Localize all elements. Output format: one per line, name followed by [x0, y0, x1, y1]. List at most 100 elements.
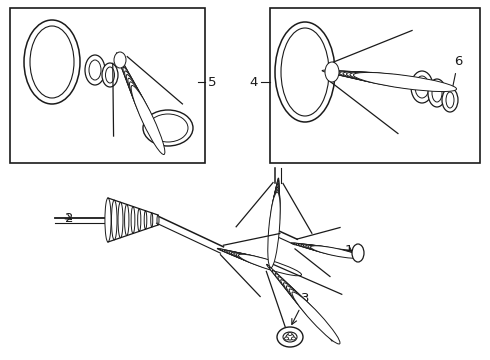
Ellipse shape	[292, 337, 295, 340]
Text: 1: 1	[345, 243, 353, 256]
Ellipse shape	[298, 244, 323, 250]
Ellipse shape	[229, 252, 269, 265]
Ellipse shape	[415, 76, 429, 98]
Ellipse shape	[269, 190, 280, 259]
Ellipse shape	[105, 198, 111, 242]
Text: 5: 5	[208, 76, 217, 89]
Ellipse shape	[128, 78, 156, 135]
Ellipse shape	[329, 71, 368, 78]
Ellipse shape	[286, 334, 294, 340]
Ellipse shape	[236, 253, 293, 273]
Bar	[10, 8, 205, 163]
Ellipse shape	[306, 245, 345, 255]
Ellipse shape	[428, 79, 446, 107]
Ellipse shape	[288, 333, 292, 336]
Ellipse shape	[303, 245, 338, 253]
Ellipse shape	[283, 332, 297, 342]
Ellipse shape	[234, 253, 285, 270]
Ellipse shape	[343, 72, 418, 86]
Ellipse shape	[277, 327, 303, 347]
Ellipse shape	[124, 71, 147, 116]
Ellipse shape	[442, 88, 458, 112]
Ellipse shape	[308, 246, 352, 257]
Ellipse shape	[292, 292, 340, 344]
Ellipse shape	[274, 183, 279, 215]
Ellipse shape	[267, 264, 273, 272]
Ellipse shape	[227, 251, 260, 262]
Ellipse shape	[89, 60, 101, 80]
Ellipse shape	[285, 337, 289, 340]
Ellipse shape	[231, 252, 277, 268]
Ellipse shape	[271, 188, 280, 241]
Ellipse shape	[340, 71, 406, 84]
Ellipse shape	[275, 274, 295, 296]
Ellipse shape	[157, 215, 159, 225]
Ellipse shape	[272, 186, 280, 232]
Ellipse shape	[220, 249, 235, 254]
Ellipse shape	[286, 286, 325, 328]
Ellipse shape	[432, 84, 442, 102]
Ellipse shape	[239, 254, 301, 276]
Ellipse shape	[278, 276, 303, 304]
Ellipse shape	[129, 82, 160, 145]
Ellipse shape	[333, 71, 380, 80]
Ellipse shape	[284, 283, 318, 320]
Ellipse shape	[273, 184, 279, 224]
Ellipse shape	[277, 178, 279, 188]
Ellipse shape	[114, 52, 126, 68]
Ellipse shape	[325, 71, 355, 76]
Bar	[270, 8, 480, 163]
Ellipse shape	[276, 180, 279, 197]
Ellipse shape	[123, 67, 142, 106]
Text: 4: 4	[249, 76, 258, 89]
Text: 2: 2	[65, 211, 73, 225]
Ellipse shape	[117, 53, 123, 67]
Ellipse shape	[322, 70, 342, 74]
Ellipse shape	[272, 270, 288, 288]
Ellipse shape	[30, 26, 74, 98]
Ellipse shape	[120, 60, 133, 87]
Ellipse shape	[122, 64, 137, 96]
Text: 6: 6	[449, 55, 462, 96]
Ellipse shape	[281, 280, 311, 312]
Ellipse shape	[118, 57, 128, 77]
Ellipse shape	[270, 267, 281, 280]
Ellipse shape	[148, 114, 188, 142]
Ellipse shape	[275, 181, 279, 206]
Ellipse shape	[124, 204, 129, 236]
Ellipse shape	[85, 55, 105, 85]
Ellipse shape	[346, 72, 431, 87]
Text: 3: 3	[292, 292, 309, 324]
Ellipse shape	[143, 110, 193, 146]
Ellipse shape	[296, 243, 316, 248]
Ellipse shape	[151, 213, 153, 227]
Ellipse shape	[350, 72, 444, 90]
Ellipse shape	[102, 63, 118, 87]
Ellipse shape	[281, 28, 329, 116]
Ellipse shape	[301, 244, 330, 252]
Ellipse shape	[217, 248, 227, 252]
Ellipse shape	[144, 211, 147, 229]
Ellipse shape	[294, 243, 308, 247]
Ellipse shape	[270, 189, 280, 250]
Ellipse shape	[131, 85, 165, 154]
Ellipse shape	[446, 92, 454, 108]
Ellipse shape	[325, 62, 339, 82]
Ellipse shape	[111, 200, 117, 240]
Ellipse shape	[118, 202, 123, 238]
Ellipse shape	[291, 243, 301, 245]
Ellipse shape	[138, 209, 141, 231]
Ellipse shape	[411, 71, 433, 103]
Ellipse shape	[268, 192, 280, 268]
Ellipse shape	[352, 244, 364, 262]
Ellipse shape	[353, 72, 457, 91]
Ellipse shape	[336, 71, 393, 82]
Ellipse shape	[224, 250, 252, 260]
Ellipse shape	[222, 250, 244, 257]
Ellipse shape	[311, 246, 360, 258]
Ellipse shape	[275, 22, 335, 122]
Ellipse shape	[126, 75, 151, 125]
Ellipse shape	[105, 67, 115, 83]
Ellipse shape	[24, 20, 80, 104]
Ellipse shape	[289, 289, 333, 336]
